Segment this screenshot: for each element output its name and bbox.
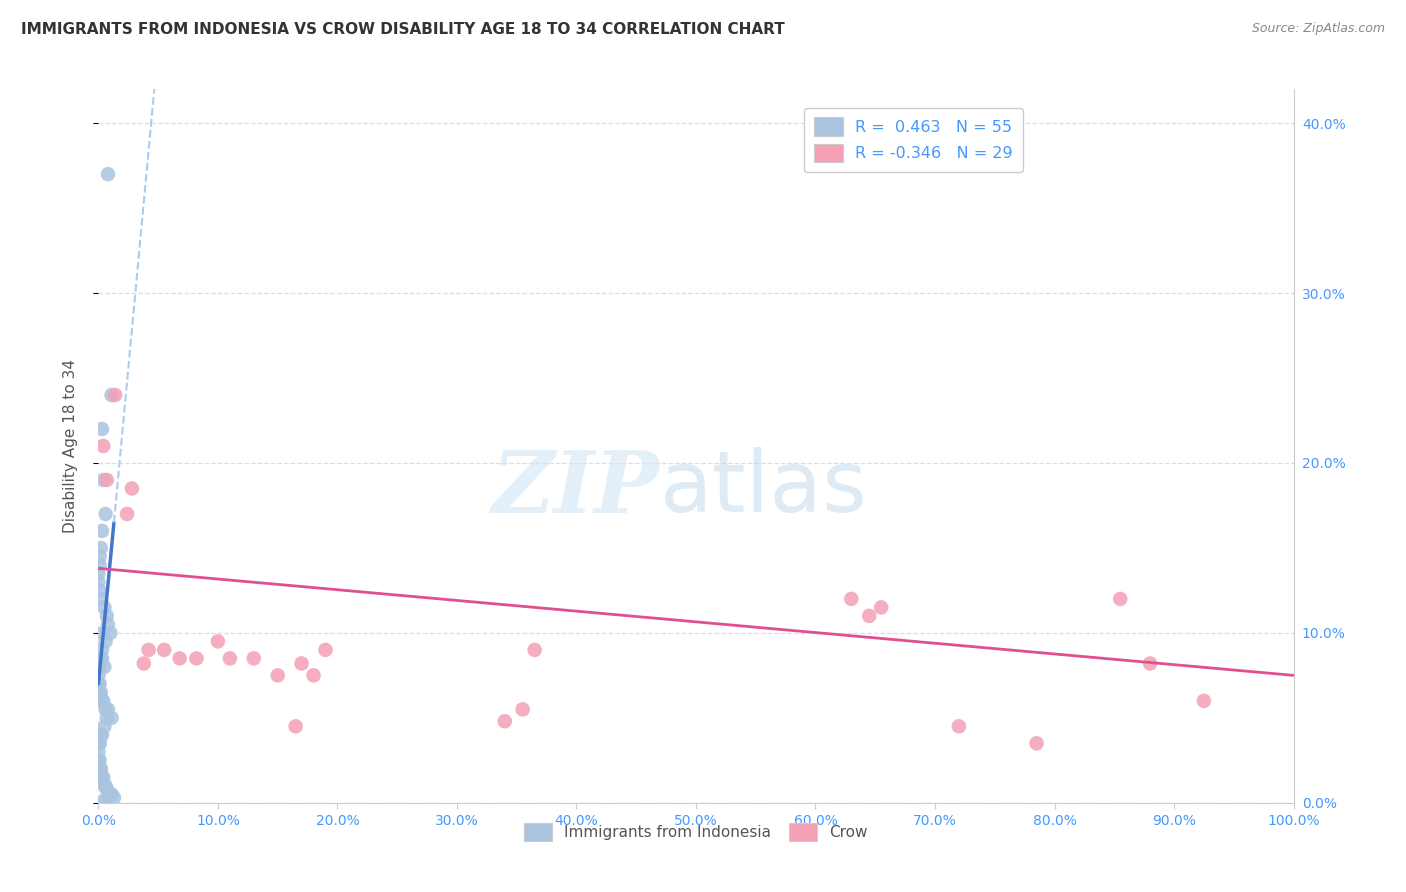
Point	[291, 657, 314, 671]
Point	[91, 794, 114, 808]
Point	[91, 770, 114, 784]
Point	[1192, 694, 1215, 708]
Point	[284, 719, 307, 733]
Point	[90, 762, 112, 776]
Point	[94, 507, 117, 521]
Point	[93, 779, 115, 793]
Point	[91, 626, 114, 640]
Point	[121, 482, 143, 496]
Point	[91, 651, 114, 665]
Point	[89, 583, 111, 598]
Point	[94, 779, 117, 793]
Point	[948, 719, 970, 733]
Point	[89, 736, 111, 750]
Point	[87, 677, 110, 691]
Point	[93, 600, 115, 615]
Point	[207, 634, 229, 648]
Point	[858, 608, 880, 623]
Point	[1109, 591, 1132, 606]
Point	[523, 643, 546, 657]
Point	[96, 473, 118, 487]
Point	[93, 719, 115, 733]
Point	[870, 600, 893, 615]
Point	[89, 753, 111, 767]
Point	[90, 728, 112, 742]
Point	[494, 714, 516, 729]
Point	[96, 608, 118, 623]
Point	[91, 439, 114, 453]
Point	[96, 794, 118, 808]
Point	[97, 702, 120, 716]
Point	[100, 787, 122, 801]
Point	[91, 770, 114, 784]
Legend: Immigrants from Indonesia, Crow: Immigrants from Indonesia, Crow	[516, 816, 876, 848]
Point	[1139, 657, 1161, 671]
Point	[91, 643, 114, 657]
Point	[90, 591, 112, 606]
Point	[89, 549, 111, 564]
Point	[91, 694, 114, 708]
Point	[87, 574, 110, 589]
Point	[243, 651, 266, 665]
Point	[169, 651, 191, 665]
Point	[512, 702, 534, 716]
Point	[100, 711, 122, 725]
Text: atlas: atlas	[661, 447, 868, 531]
Point	[89, 677, 111, 691]
Point	[98, 787, 121, 801]
Point	[89, 736, 111, 750]
Point	[87, 753, 110, 767]
Point	[91, 694, 114, 708]
Point	[91, 473, 114, 487]
Point	[100, 388, 122, 402]
Point	[87, 745, 110, 759]
Point	[89, 660, 111, 674]
Text: IMMIGRANTS FROM INDONESIA VS CROW DISABILITY AGE 18 TO 34 CORRELATION CHART: IMMIGRANTS FROM INDONESIA VS CROW DISABI…	[21, 22, 785, 37]
Point	[94, 702, 117, 716]
Point	[89, 685, 111, 699]
Point	[267, 668, 290, 682]
Point	[90, 541, 112, 555]
Point	[315, 643, 337, 657]
Point	[90, 651, 112, 665]
Point	[97, 617, 120, 632]
Point	[97, 167, 120, 181]
Text: ZIP: ZIP	[492, 447, 661, 531]
Point	[132, 657, 155, 671]
Point	[115, 507, 138, 521]
Point	[87, 668, 110, 682]
Point	[186, 651, 208, 665]
Point	[89, 558, 111, 572]
Y-axis label: Disability Age 18 to 34: Disability Age 18 to 34	[63, 359, 77, 533]
Point	[91, 728, 114, 742]
Point	[91, 524, 114, 538]
Point	[96, 782, 118, 797]
Text: Source: ZipAtlas.com: Source: ZipAtlas.com	[1251, 22, 1385, 36]
Point	[87, 566, 110, 581]
Point	[93, 660, 115, 674]
Point	[90, 685, 112, 699]
Point	[153, 643, 176, 657]
Point	[219, 651, 242, 665]
Point	[96, 711, 118, 725]
Point	[302, 668, 325, 682]
Point	[90, 762, 112, 776]
Point	[841, 591, 863, 606]
Point	[1025, 736, 1047, 750]
Point	[103, 790, 125, 805]
Point	[98, 626, 122, 640]
Point	[138, 643, 160, 657]
Point	[91, 422, 114, 436]
Point	[94, 634, 117, 648]
Point	[104, 388, 127, 402]
